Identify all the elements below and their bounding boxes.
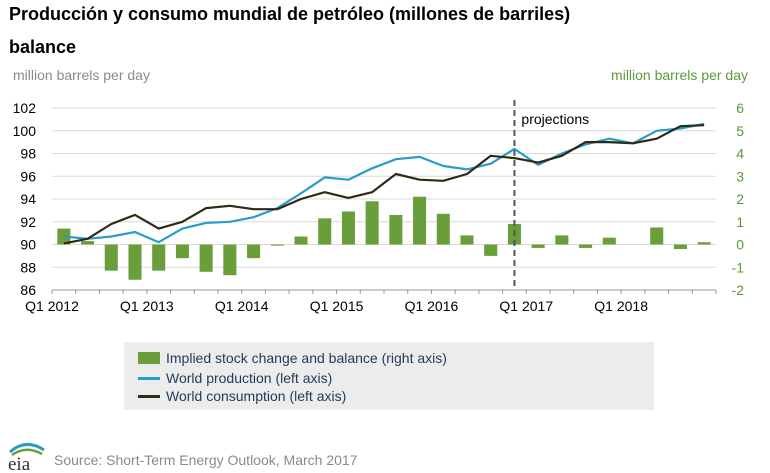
- y-left-tick-label: 86: [20, 282, 36, 298]
- y-left-tick-label: 92: [20, 214, 36, 230]
- balance-bar: [673, 244, 687, 250]
- balance-bar: [697, 242, 711, 245]
- series-lines: [63, 122, 705, 245]
- balance-bar: [341, 211, 355, 245]
- left-axis-label: million barrels per day: [13, 67, 150, 83]
- chart-title: Producción y consumo mundial de petróleo…: [9, 4, 571, 24]
- x-tick-label: Q1 2016: [405, 298, 459, 314]
- balance-bar: [104, 244, 118, 271]
- x-tick-label: Q1 2017: [499, 298, 553, 314]
- balance-bar: [413, 196, 427, 245]
- balance-bar: [175, 244, 189, 259]
- y-left-tick-label: 98: [20, 146, 36, 162]
- x-tick-label: Q1 2018: [594, 298, 648, 314]
- y-left-tick-label: 102: [13, 100, 37, 116]
- x-tick-label: Q1 2014: [215, 298, 269, 314]
- balance-bar: [223, 244, 237, 276]
- y-right-tick-label: 5: [736, 123, 744, 139]
- balance-bar: [81, 241, 95, 245]
- y-right-tick-label: 0: [736, 237, 744, 253]
- balance-bar: [460, 235, 474, 245]
- y-right-tick-label: 1: [736, 214, 744, 230]
- legend-label-production: World production (left axis): [166, 370, 333, 386]
- oil-balance-chart: 86 -2 88 -1 90 0 92 1 94 2 96 3 98 4 100 5 102 6 Q1 2012 Q1…: [13, 100, 745, 314]
- consumption-line: [63, 124, 705, 245]
- balance-bar: [436, 213, 450, 245]
- x-tick-label: Q1 2015: [310, 298, 364, 314]
- y-left-tick-label: 96: [20, 168, 36, 184]
- y-right-tick-label: -2: [732, 282, 745, 298]
- legend-swatch-bars: [138, 352, 160, 364]
- legend-label-bars: Implied stock change and balance (right …: [166, 350, 447, 366]
- grid-lines: [52, 107, 716, 291]
- x-tick-label: Q1 2012: [25, 298, 79, 314]
- y-right-tick-label: 6: [736, 100, 744, 116]
- balance-bar: [152, 244, 166, 271]
- balance-bar: [602, 237, 616, 245]
- legend: Implied stock change and balance (right …: [124, 342, 654, 410]
- balance-bar: [199, 244, 213, 272]
- axes: [51, 289, 717, 294]
- right-axis-label: million barrels per day: [611, 67, 748, 83]
- legend-swatch-consumption: [138, 395, 160, 398]
- balance-bar: [270, 244, 284, 246]
- balance-bar: [484, 244, 498, 256]
- balance-bar: [57, 228, 71, 245]
- balance-bar: [247, 244, 261, 259]
- balance-bar: [650, 227, 664, 245]
- chart-subtitle: balance: [9, 37, 77, 57]
- legend-label-consumption: World consumption (left axis): [166, 388, 347, 404]
- logo-text: eia: [8, 454, 31, 472]
- source-note: Source: Short-Term Energy Outlook, March…: [54, 452, 358, 468]
- balance-bar: [128, 244, 142, 280]
- projection-marker: projections: [513, 100, 589, 290]
- y-right-tick-label: 3: [736, 168, 744, 184]
- eia-logo: eia: [8, 443, 45, 472]
- balance-bar: [318, 218, 332, 245]
- projection-label: projections: [521, 111, 589, 127]
- y-left-tick-label: 94: [20, 191, 36, 207]
- y-left-tick-label: 88: [20, 259, 36, 275]
- balance-bar: [579, 244, 593, 248]
- balance-bar: [555, 235, 569, 245]
- tick-labels: 86 -2 88 -1 90 0 92 1 94 2 96 3 98 4 100 5 102 6 Q1 2012 Q1…: [13, 100, 745, 314]
- balance-bar: [294, 236, 308, 245]
- y-left-tick-label: 100: [13, 123, 37, 139]
- y-right-tick-label: 2: [736, 191, 744, 207]
- y-right-tick-label: 4: [736, 146, 744, 162]
- y-left-tick-label: 90: [20, 237, 36, 253]
- legend-swatch-production: [138, 377, 160, 380]
- y-right-tick-label: -1: [732, 259, 745, 275]
- balance-bar: [365, 201, 379, 245]
- balance-bar: [389, 214, 403, 245]
- balance-bar: [531, 244, 545, 248]
- x-tick-label: Q1 2013: [120, 298, 174, 314]
